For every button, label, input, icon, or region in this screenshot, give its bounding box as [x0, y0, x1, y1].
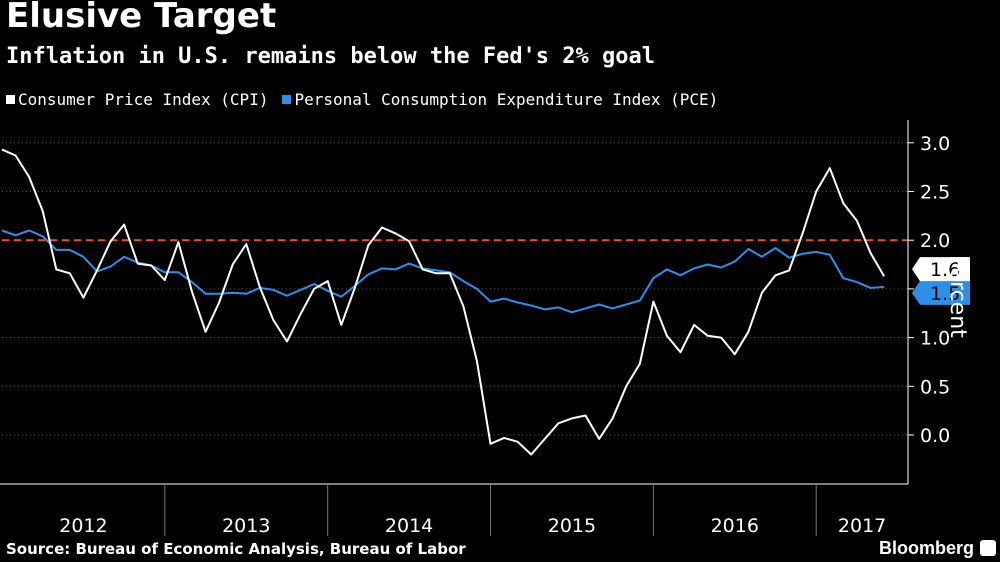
x-tick-label: 2015 [548, 515, 596, 537]
legend: Consumer Price Index (CPI) Personal Cons… [6, 88, 718, 110]
y-tick-label: 1.0 [920, 328, 950, 350]
x-tick-label: 2014 [385, 515, 433, 537]
x-tick-label: 2016 [711, 515, 759, 537]
y-tick-label: 0.0 [920, 425, 950, 447]
y-axis-label: Percent [945, 255, 970, 338]
end-label-cpi: 1.6 [930, 259, 960, 281]
y-tick-label: 0.5 [920, 376, 950, 398]
legend-swatch-cpi [6, 94, 15, 104]
series-line-pce [1, 229, 885, 314]
x-tick-label: 2012 [59, 515, 107, 537]
brand-mark-icon [980, 540, 996, 556]
series-layer [1, 148, 885, 456]
axes: 0.00.51.01.52.02.53.02012201320142015201… [0, 120, 950, 537]
series-line-cpi [1, 148, 885, 456]
grid-lines [2, 142, 908, 436]
legend-item-cpi: Consumer Price Index (CPI) [6, 90, 268, 109]
legend-label-cpi: Consumer Price Index (CPI) [18, 89, 269, 109]
end-labels: 1.51.6 [912, 257, 970, 305]
y-tick-label: 3.0 [920, 133, 950, 155]
legend-swatch-pce [282, 94, 292, 104]
end-label-pce: 1.5 [930, 283, 960, 305]
brand-logo: Bloomberg [878, 538, 974, 558]
end-label-box-cpi [912, 257, 970, 282]
x-tick-label: 2017 [838, 515, 886, 537]
x-tick-label: 2013 [222, 515, 270, 537]
page-subtitle: Inflation in U.S. remains below the Fed'… [6, 44, 656, 69]
y-tick-label: 2.0 [920, 230, 950, 252]
end-label-box-pce [912, 280, 970, 305]
source-note: Source: Bureau of Economic Analysis, Bur… [6, 540, 466, 558]
page-title: Elusive Target [6, 0, 277, 36]
legend-item-pce: Personal Consumption Expenditure Index (… [282, 90, 718, 109]
y-tick-label: 2.5 [920, 182, 950, 204]
legend-label-pce: Personal Consumption Expenditure Index (… [294, 89, 719, 109]
